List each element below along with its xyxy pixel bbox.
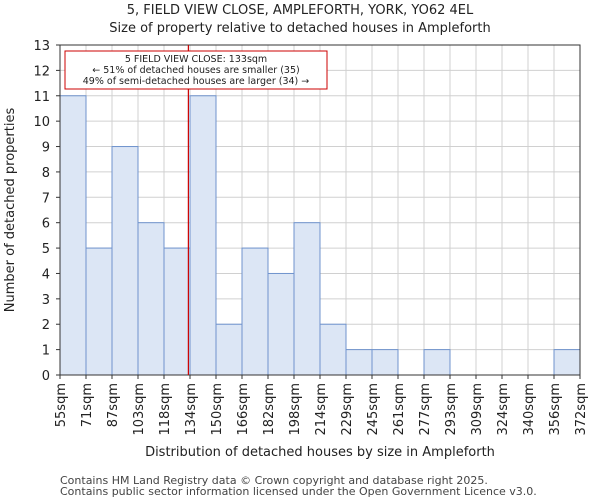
x-tick-label: 150sqm — [210, 383, 225, 436]
histogram-bar — [241, 247, 269, 376]
x-tick-label: 118sqm — [158, 383, 173, 436]
histogram-bar — [293, 222, 321, 376]
x-tick-label: 87sqm — [106, 383, 121, 427]
x-tick-label: 182sqm — [262, 383, 277, 436]
annotation-text: 49% of semi-detached houses are larger (… — [83, 76, 310, 87]
x-tick-label: 71sqm — [80, 383, 95, 427]
histogram-bar — [345, 349, 373, 376]
histogram-bar — [163, 247, 191, 376]
histogram-bar — [267, 272, 295, 376]
histogram-bar — [371, 349, 399, 376]
x-tick-label: 166sqm — [236, 383, 251, 436]
y-tick-label: 3 — [42, 293, 50, 308]
x-tick-label: 214sqm — [314, 383, 329, 436]
histogram-bar — [85, 247, 113, 376]
histogram-bar — [319, 323, 347, 376]
x-tick-label: 372sqm — [574, 383, 589, 436]
y-tick-label: 4 — [42, 267, 50, 282]
histogram-bar — [111, 146, 139, 376]
annotation-text: 5 FIELD VIEW CLOSE: 133sqm — [125, 54, 267, 65]
x-tick-label: 103sqm — [132, 383, 147, 436]
y-tick-label: 10 — [33, 115, 50, 130]
x-tick-label: 245sqm — [366, 383, 381, 436]
histogram-bar — [189, 95, 217, 376]
y-tick-label: 0 — [42, 369, 50, 384]
histogram-bar — [423, 349, 451, 376]
x-tick-label: 261sqm — [392, 383, 407, 436]
x-tick-label: 198sqm — [288, 383, 303, 436]
annotation-text: ← 51% of detached houses are smaller (35… — [92, 65, 299, 76]
y-tick-label: 7 — [42, 191, 50, 206]
x-tick-label: 309sqm — [470, 383, 485, 436]
x-tick-label: 324sqm — [496, 383, 511, 436]
histogram-bar — [137, 222, 165, 376]
histogram-bar — [59, 95, 87, 376]
y-tick-label: 2 — [42, 318, 50, 333]
histogram-bar — [215, 323, 243, 376]
x-tick-label: 340sqm — [522, 383, 537, 436]
y-tick-label: 8 — [42, 166, 50, 181]
footer-copyright: Contains HM Land Registry data © Crown c… — [60, 474, 488, 487]
x-tick-label: 229sqm — [340, 383, 355, 436]
y-tick-label: 5 — [42, 242, 50, 257]
y-tick-label: 1 — [42, 344, 50, 359]
histogram-bar — [553, 349, 581, 376]
x-tick-label: 293sqm — [444, 383, 459, 436]
chart-title: 5, FIELD VIEW CLOSE, AMPLEFORTH, YORK, Y… — [126, 3, 474, 18]
x-axis-label: Distribution of detached houses by size … — [145, 445, 495, 460]
y-tick-label: 13 — [33, 39, 50, 54]
footer-licence: Contains public sector information licen… — [60, 485, 537, 498]
x-tick-label: 356sqm — [548, 383, 563, 436]
y-tick-label: 11 — [33, 90, 50, 105]
x-tick-label: 55sqm — [54, 383, 69, 427]
x-tick-label: 277sqm — [418, 383, 433, 436]
x-tick-label: 134sqm — [184, 383, 199, 436]
annotation-box — [64, 50, 328, 90]
y-tick-label: 12 — [33, 64, 50, 79]
y-tick-label: 9 — [42, 141, 50, 156]
y-axis-label: Number of detached properties — [3, 108, 18, 313]
chart-subtitle: Size of property relative to detached ho… — [109, 21, 491, 36]
y-tick-label: 6 — [42, 217, 50, 232]
